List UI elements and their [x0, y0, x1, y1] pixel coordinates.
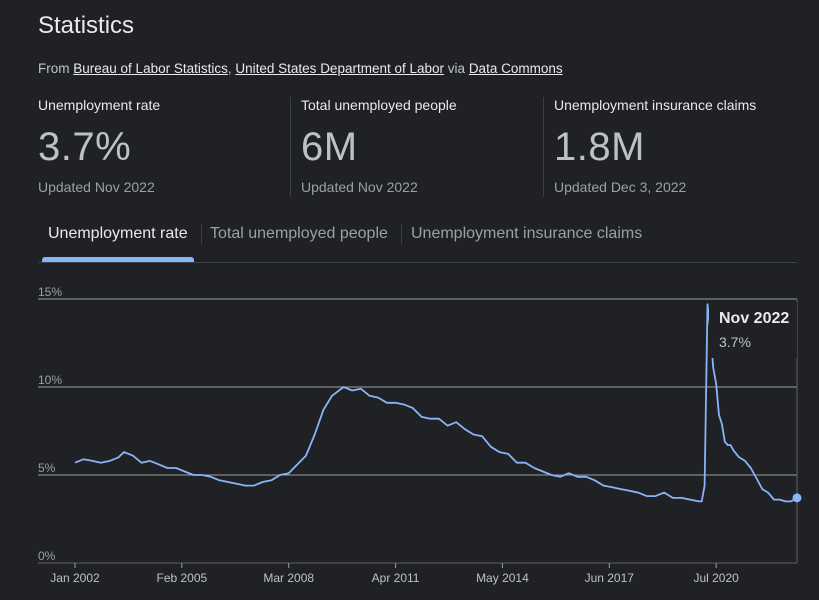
- stat-value: 6M: [301, 125, 358, 169]
- stat-label: Unemployment insurance claims: [554, 97, 757, 113]
- source-link-bls[interactable]: Bureau of Labor Statistics: [73, 61, 228, 76]
- stat-value: 3.7%: [38, 125, 132, 169]
- stat-insurance-claims: Unemployment insurance claims 1.8M Updat…: [554, 97, 756, 195]
- tab-insurance-claims[interactable]: Unemployment insurance claims: [411, 225, 643, 242]
- y-tick-label: 0%: [38, 549, 56, 563]
- source-link-dol[interactable]: United States Department of Labor: [235, 61, 445, 76]
- x-tick-label: Mar 2008: [263, 571, 314, 585]
- source-prefix: From: [38, 61, 70, 76]
- data-point-latest: [792, 493, 802, 503]
- tab-separator: [401, 224, 402, 244]
- stat-value: 1.8M: [554, 125, 645, 169]
- x-tick-label: Feb 2005: [156, 571, 207, 585]
- y-tick-label: 15%: [38, 285, 62, 299]
- stat-unemployment-rate: Unemployment rate 3.7% Updated Nov 2022: [38, 97, 160, 195]
- stat-total-unemployed: Total unemployed people 6M Updated Nov 2…: [301, 97, 457, 195]
- x-tick-label: Apr 2011: [372, 571, 420, 585]
- stat-updated: Updated Dec 3, 2022: [554, 179, 687, 195]
- unemployment-line-chart[interactable]: 0% 5% 10% 15% Jan 2002 Feb 2005 Mar 2008 Apr 20…: [0, 270, 819, 600]
- page-title: Statistics: [38, 12, 135, 39]
- stat-divider: [290, 97, 291, 197]
- series-line-unemployment-rate: [74, 303, 798, 503]
- tooltip-value: 3.7%: [719, 334, 751, 350]
- tab-total-unemployed[interactable]: Total unemployed people: [210, 225, 388, 242]
- stat-updated: Updated Nov 2022: [301, 179, 418, 195]
- tooltip-date: Nov 2022: [719, 310, 790, 327]
- stat-label: Unemployment rate: [38, 97, 161, 113]
- stat-label: Total unemployed people: [301, 97, 457, 113]
- x-tick-label: Jul 2020: [693, 571, 739, 585]
- y-tick-label: 5%: [38, 461, 56, 475]
- source-line: From Bureau of Labor Statistics, United …: [38, 61, 563, 76]
- stat-updated: Updated Nov 2022: [38, 179, 155, 195]
- x-tick-label: Jun 2017: [585, 571, 635, 585]
- tab-separator: [201, 224, 202, 244]
- source-link-data-commons[interactable]: Data Commons: [468, 61, 563, 76]
- chart-tooltip: Nov 2022 3.7%: [709, 302, 797, 358]
- tab-unemployment-rate[interactable]: Unemployment rate: [48, 225, 188, 242]
- x-tick-label: May 2014: [476, 571, 529, 585]
- tab-bar: Unemployment rate Total unemployed peopl…: [38, 222, 797, 263]
- source-comma: ,: [227, 61, 232, 76]
- y-tick-label: 10%: [38, 373, 62, 387]
- active-tab-indicator: [42, 257, 194, 262]
- source-via: via: [447, 61, 466, 76]
- stat-divider: [543, 97, 544, 197]
- x-tick-label: Jan 2002: [50, 571, 100, 585]
